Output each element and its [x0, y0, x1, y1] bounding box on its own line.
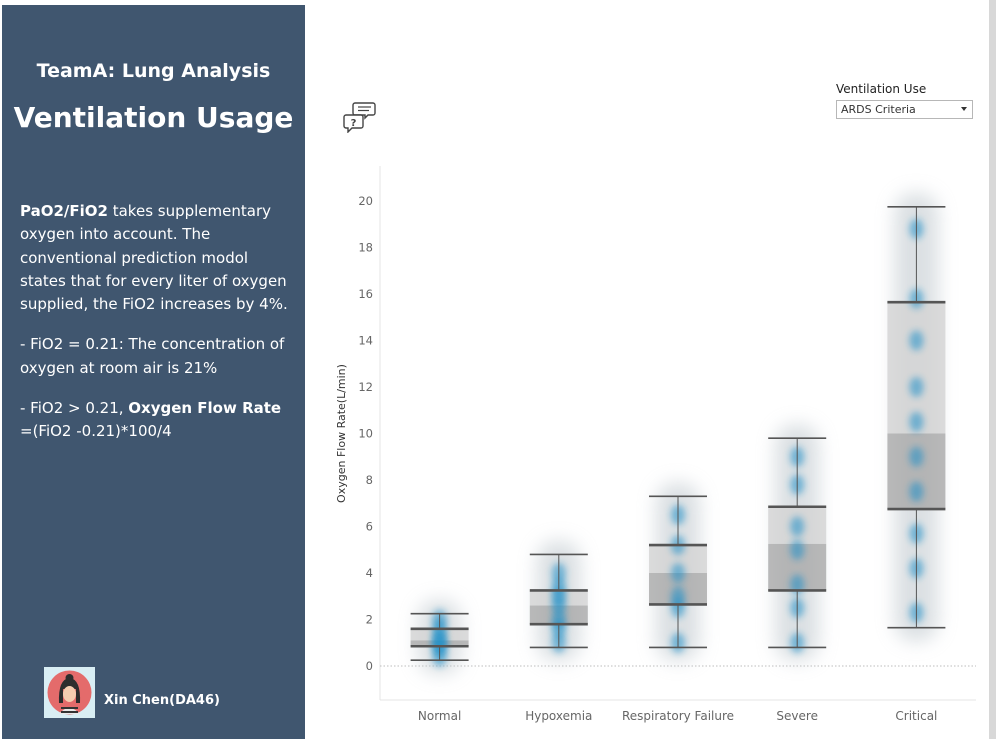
- scrollbar-track[interactable]: [989, 0, 996, 739]
- x-category-label: Hypoxemia: [525, 709, 592, 723]
- pao2-fio2-term: PaO2/FiO2: [20, 202, 108, 220]
- data-point: [790, 516, 805, 537]
- description-text-3b: =(FiO2 -0.21)*100/4: [20, 422, 172, 441]
- box-upper: [887, 302, 946, 434]
- description-paragraph-1: PaO2/FiO2 takes supplementary oxygen int…: [20, 200, 290, 316]
- oxygen-flow-rate-term: Oxygen Flow Rate: [128, 399, 282, 418]
- y-tick-label: 4: [366, 566, 373, 580]
- data-point: [909, 330, 924, 351]
- box-plot-chart: 0 2 4 6 8 10 12 14 16 18 20 Oxygen Flow Rate(L/min)…: [335, 166, 976, 723]
- y-tick-label: 20: [358, 194, 373, 208]
- x-category-label: Critical: [895, 709, 937, 723]
- y-tick-label: 18: [358, 241, 373, 255]
- filter-label: Ventilation Use: [836, 82, 927, 96]
- y-tick-label: 8: [366, 473, 373, 487]
- data-point: [909, 377, 924, 397]
- y-axis-label: Oxygen Flow Rate(L/min): [335, 364, 348, 503]
- avatar: [44, 667, 95, 718]
- data-point: [909, 411, 924, 432]
- data-point: [909, 481, 924, 502]
- ventilation-filter-dropdown[interactable]: ARDS Criteria: [836, 100, 973, 119]
- x-category-label: Respiratory Failure: [622, 709, 734, 723]
- description: PaO2/FiO2 takes supplementary oxygen int…: [20, 200, 290, 461]
- description-paragraph-3: - FiO2 > 0.21, Oxygen Flow Rate =(FiO2 -…: [20, 397, 290, 444]
- y-tick-label: 16: [358, 287, 373, 301]
- data-point: [909, 446, 924, 467]
- y-tick-label: 12: [358, 380, 373, 394]
- filter-selected-value: ARDS Criteria: [841, 103, 916, 116]
- x-category-label: Severe: [776, 709, 818, 723]
- data-point: [671, 563, 685, 583]
- svg-text:?: ?: [351, 118, 357, 129]
- sidebar-panel: TeamA: Lung Analysis Ventilation Usage P…: [2, 5, 305, 739]
- y-tick-label: 2: [366, 613, 373, 627]
- page-title: Ventilation Usage: [13, 101, 294, 134]
- y-tick-label: 6: [366, 520, 373, 534]
- description-paragraph-2: - FiO2 = 0.21: The concentration of oxyg…: [20, 335, 285, 377]
- comment-question-icon[interactable]: ?: [343, 101, 377, 133]
- x-category-label: Normal: [418, 709, 461, 723]
- data-point: [671, 586, 685, 607]
- data-point: [790, 539, 805, 560]
- y-tick-label: 14: [358, 334, 373, 348]
- y-tick-label: 10: [358, 427, 373, 441]
- team-title: TeamA: Lung Analysis: [36, 60, 271, 82]
- author-name: Xin Chen(DA46): [104, 693, 220, 708]
- y-tick-label: 0: [366, 659, 373, 673]
- description-text-1: takes supplementary oxygen into account.…: [20, 202, 288, 314]
- description-text-3a: - FiO2 > 0.21,: [20, 399, 129, 418]
- avatar-icon: [47, 670, 92, 715]
- chevron-down-icon: [961, 107, 967, 111]
